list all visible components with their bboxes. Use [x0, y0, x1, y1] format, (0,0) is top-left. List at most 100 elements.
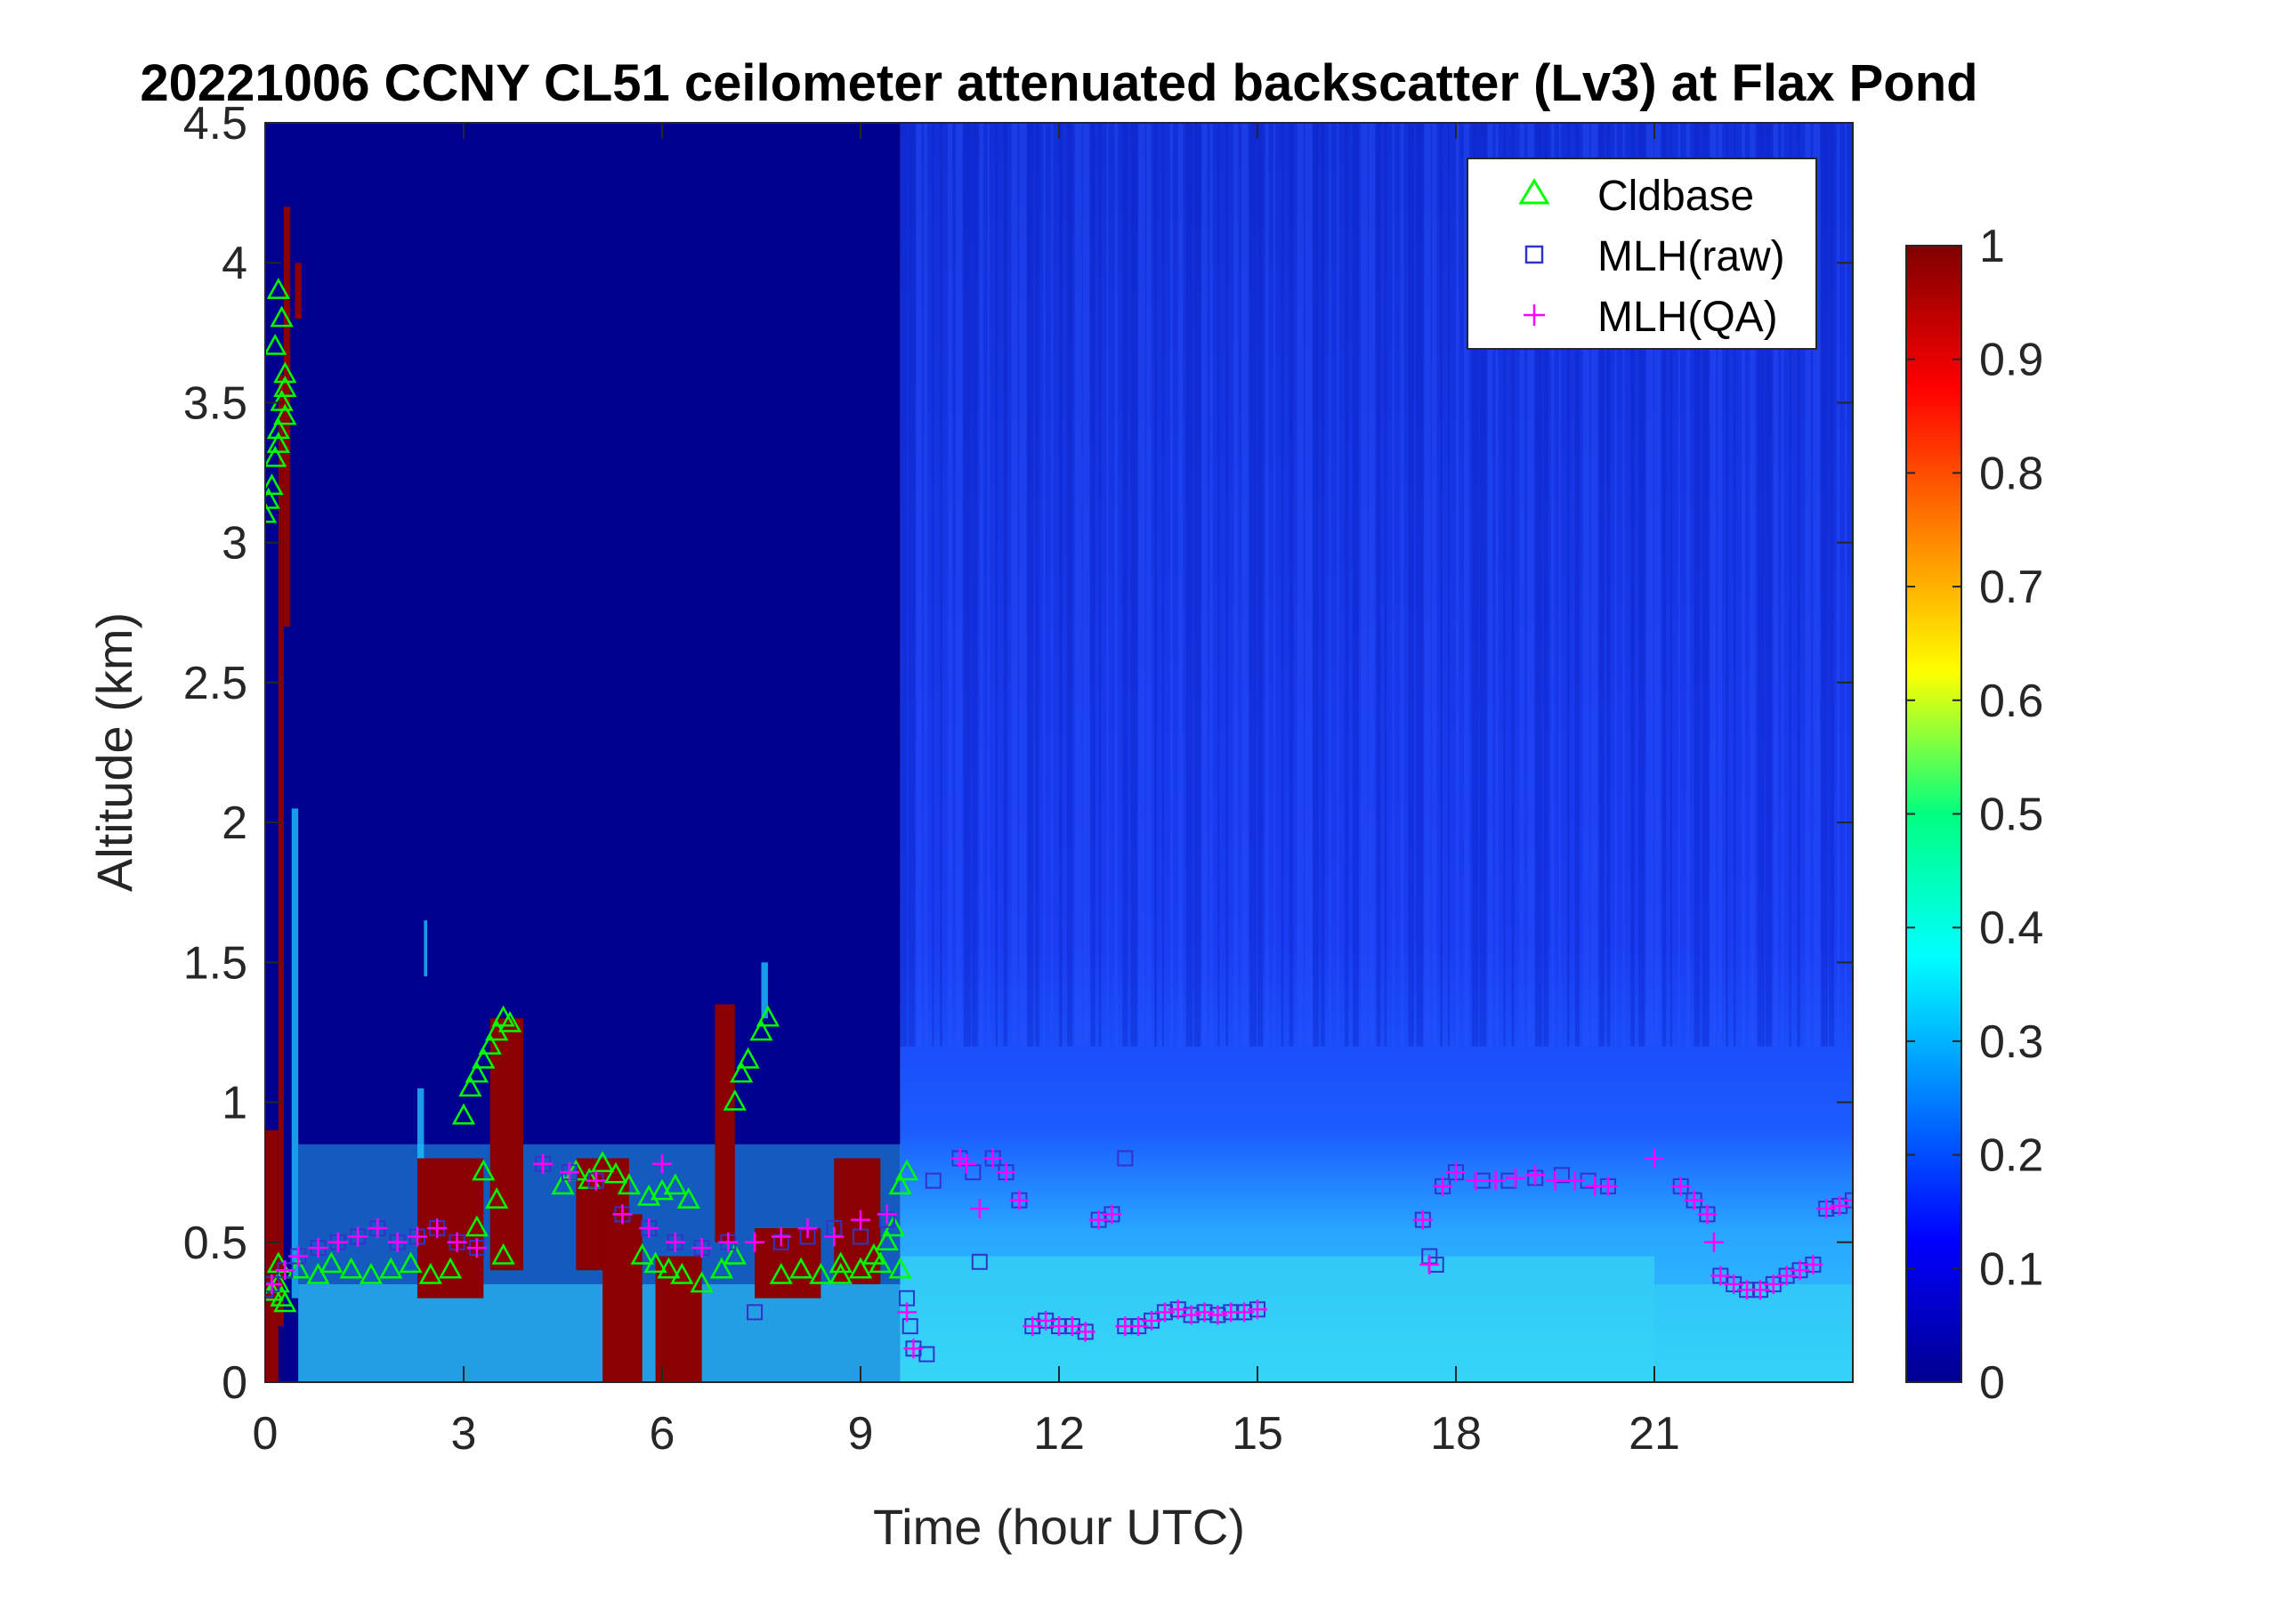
texture-streak	[1281, 123, 1284, 1047]
mlh-qa-point	[969, 1199, 990, 1219]
texture-streak	[1257, 123, 1264, 1047]
cldbase-point	[472, 1047, 496, 1069]
mlh-qa-point	[691, 1238, 712, 1258]
texture-streak	[1059, 123, 1063, 1047]
cloud-patch	[278, 375, 284, 1327]
cldbase-point	[265, 487, 280, 509]
mlh-qa-point	[407, 1226, 427, 1247]
colorbar-tick-label: 0.1	[1979, 1243, 2043, 1295]
cldbase-point	[769, 1262, 793, 1284]
cldbase-point	[829, 1262, 853, 1284]
texture-streak	[1011, 123, 1018, 1047]
cldbase-point	[266, 432, 290, 453]
colorbar-tick-label: 0.6	[1979, 676, 2043, 727]
x-tick-label: 9	[848, 1408, 874, 1460]
texture-streak	[1122, 123, 1128, 1047]
texture-streak	[1765, 123, 1773, 1047]
cldbase-point	[273, 376, 297, 397]
mlh-qa-point	[586, 1170, 606, 1191]
texture-streak	[1471, 123, 1479, 1047]
y-tick-label: 0	[222, 1357, 247, 1409]
mlh-qa-point	[387, 1232, 408, 1252]
cldbase-point	[465, 1215, 489, 1237]
plus-marker-icon	[1524, 304, 1545, 326]
x-tick-label: 21	[1629, 1408, 1680, 1460]
texture-streak	[1392, 123, 1395, 1047]
y-tick-label: 3.5	[183, 377, 247, 429]
legend-entry-mlh-qa: MLH(QA)	[1524, 294, 1778, 341]
cldbase-point	[756, 1005, 780, 1027]
y-tick-label: 0.5	[183, 1218, 247, 1269]
cldbase-point	[497, 1010, 522, 1032]
texture-streak	[1209, 123, 1213, 1047]
texture-streak	[1185, 123, 1193, 1047]
texture-streak	[1829, 123, 1834, 1047]
mlh-qa-point	[1208, 1305, 1228, 1325]
cldbase-point	[399, 1251, 423, 1274]
mlh-qa-point	[1023, 1316, 1043, 1337]
x-tick-label: 0	[253, 1408, 279, 1460]
cldbase-point	[418, 1262, 442, 1284]
mlh-qa-point	[1684, 1190, 1704, 1210]
cldbase-point	[657, 1257, 681, 1279]
mlh-qa-point	[612, 1204, 633, 1225]
texture-streak	[1051, 123, 1054, 1047]
cldbase-point	[379, 1257, 403, 1279]
cldbase-point	[478, 1033, 502, 1055]
texture-streak	[1845, 123, 1847, 1047]
day-aerosol-layer	[1654, 1283, 1853, 1382]
mlh-qa-point	[1843, 1190, 1853, 1210]
texture-streak	[1535, 123, 1543, 1047]
texture-streak	[1384, 123, 1387, 1047]
texture-streak	[1305, 123, 1313, 1047]
mlh-qa-point	[1234, 1302, 1255, 1323]
texture-streak	[1027, 123, 1034, 1047]
texture-streak	[1376, 123, 1381, 1047]
texture-streak	[1606, 123, 1611, 1047]
colorbar-tick-label: 0	[1979, 1357, 2005, 1409]
cldbase-point	[723, 1242, 747, 1265]
cldbase-point	[617, 1173, 641, 1195]
colorbar-tick-label: 0.4	[1979, 902, 2043, 954]
mlh-qa-point	[1128, 1316, 1149, 1337]
texture-streak	[1558, 123, 1561, 1047]
cldbase-point	[265, 333, 287, 355]
mlh-qa-point	[327, 1232, 348, 1252]
edge-streak	[291, 808, 299, 1299]
mlh-qa-point	[1062, 1316, 1082, 1337]
texture-streak	[1582, 123, 1590, 1047]
texture-streak	[1448, 123, 1451, 1047]
texture-streak	[1233, 123, 1239, 1047]
cldbase-point	[266, 417, 290, 440]
texture-streak	[1289, 123, 1294, 1047]
legend-entry-cldbase: Cldbase	[1518, 173, 1754, 220]
cldbase-point	[491, 1242, 515, 1265]
texture-streak	[908, 123, 916, 1047]
edge-streak	[761, 962, 768, 1019]
mlh-qa-point	[466, 1238, 487, 1258]
texture-streak	[1694, 123, 1701, 1047]
y-tick-label: 1.5	[183, 937, 247, 989]
texture-streak	[1702, 123, 1710, 1047]
texture-streak	[1082, 123, 1090, 1047]
texture-streak	[987, 123, 990, 1047]
texture-streak	[1805, 123, 1811, 1047]
texture-streak	[1622, 123, 1625, 1047]
texture-streak	[1757, 123, 1765, 1047]
cldbase-point	[723, 1088, 747, 1111]
mlh-qa-point	[639, 1218, 659, 1239]
texture-streak	[1225, 123, 1229, 1047]
texture-streak	[948, 123, 952, 1047]
y-axis: 0 0.5 1 1.5 2 2.5 3 3.5 4 4.5	[183, 98, 1853, 1409]
texture-streak	[1360, 123, 1368, 1047]
series-markers	[265, 278, 1853, 1363]
x-tick-label: 15	[1232, 1408, 1283, 1460]
cldbase-point	[465, 1061, 489, 1083]
mlh-qa-point	[1703, 1232, 1724, 1252]
texture-streak	[940, 123, 942, 1047]
texture-streak	[1543, 123, 1549, 1047]
cldbase-point	[690, 1271, 714, 1293]
mlh-qa-point	[903, 1339, 924, 1359]
cldbase-point	[287, 1257, 311, 1279]
cldbase-point	[273, 1290, 297, 1313]
